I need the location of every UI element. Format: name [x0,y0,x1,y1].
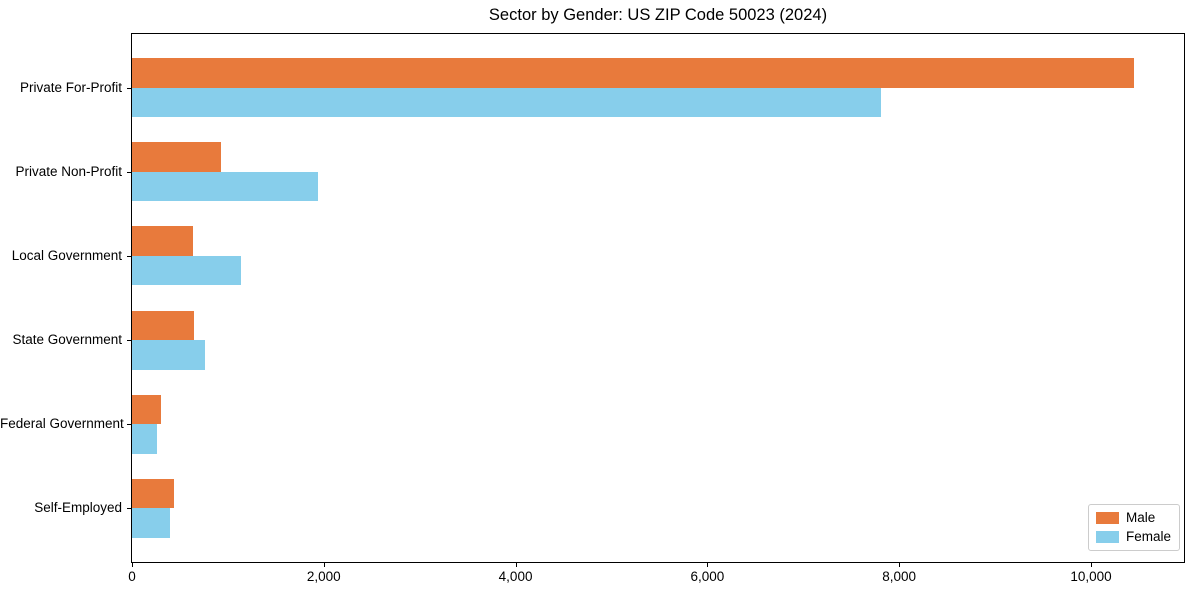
y-axis-category-label: Private Non-Profit [15,163,122,179]
x-axis-tick-mark [899,563,901,567]
x-axis-tick-label: 2,000 [306,569,341,584]
x-axis-tick-label: 10,000 [1070,569,1112,584]
legend-label-female: Female [1126,529,1172,544]
y-axis-tick-mark [127,340,131,342]
legend-entry-male: Male [1096,511,1171,525]
bar-male [132,310,195,341]
chart-title: Sector by Gender: US ZIP Code 50023 (202… [488,6,828,24]
x-axis-tick-label: 8,000 [882,569,917,584]
x-axis-tick-mark [323,563,325,567]
legend-label-male: Male [1126,510,1156,525]
x-axis-tick-mark [515,563,517,567]
x-axis-tick-mark [1090,563,1092,567]
bar-male [132,226,194,256]
x-axis-tick-mark [132,563,133,567]
y-axis-category-label: Local Government [11,247,122,263]
y-axis-category-label: Self-Employed [34,500,122,516]
y-axis-tick-mark [127,424,131,426]
x-axis-tick-label: 6,000 [690,569,725,584]
y-axis-category-label: Federal Government [0,416,124,432]
bar-male [132,58,1135,88]
y-axis-tick-mark [127,508,131,510]
y-axis-tick-mark [127,171,131,173]
bar-female [132,255,241,286]
bar-female [132,87,882,118]
plot-area [131,33,1185,563]
legend-swatch-female [1096,531,1119,543]
bar-female [132,424,158,454]
x-axis-tick-label: 4,000 [498,569,533,584]
y-axis-category-label: State Government [12,332,122,348]
legend-swatch-male [1096,512,1119,524]
legend-entry-female: Female [1096,530,1171,544]
y-axis-tick-mark [127,255,131,257]
y-axis-category-label: Private For-Profit [19,79,122,95]
y-axis-tick-mark [127,87,131,89]
bar-male [132,478,175,509]
bar-male [132,142,221,172]
x-axis-tick-label: 0 [128,569,136,584]
bar-male [132,394,161,425]
legend: Male Female [1088,504,1180,551]
bar-female [132,508,171,538]
bar-female [132,171,318,202]
bar-female [132,340,205,370]
x-axis-tick-mark [707,563,709,567]
